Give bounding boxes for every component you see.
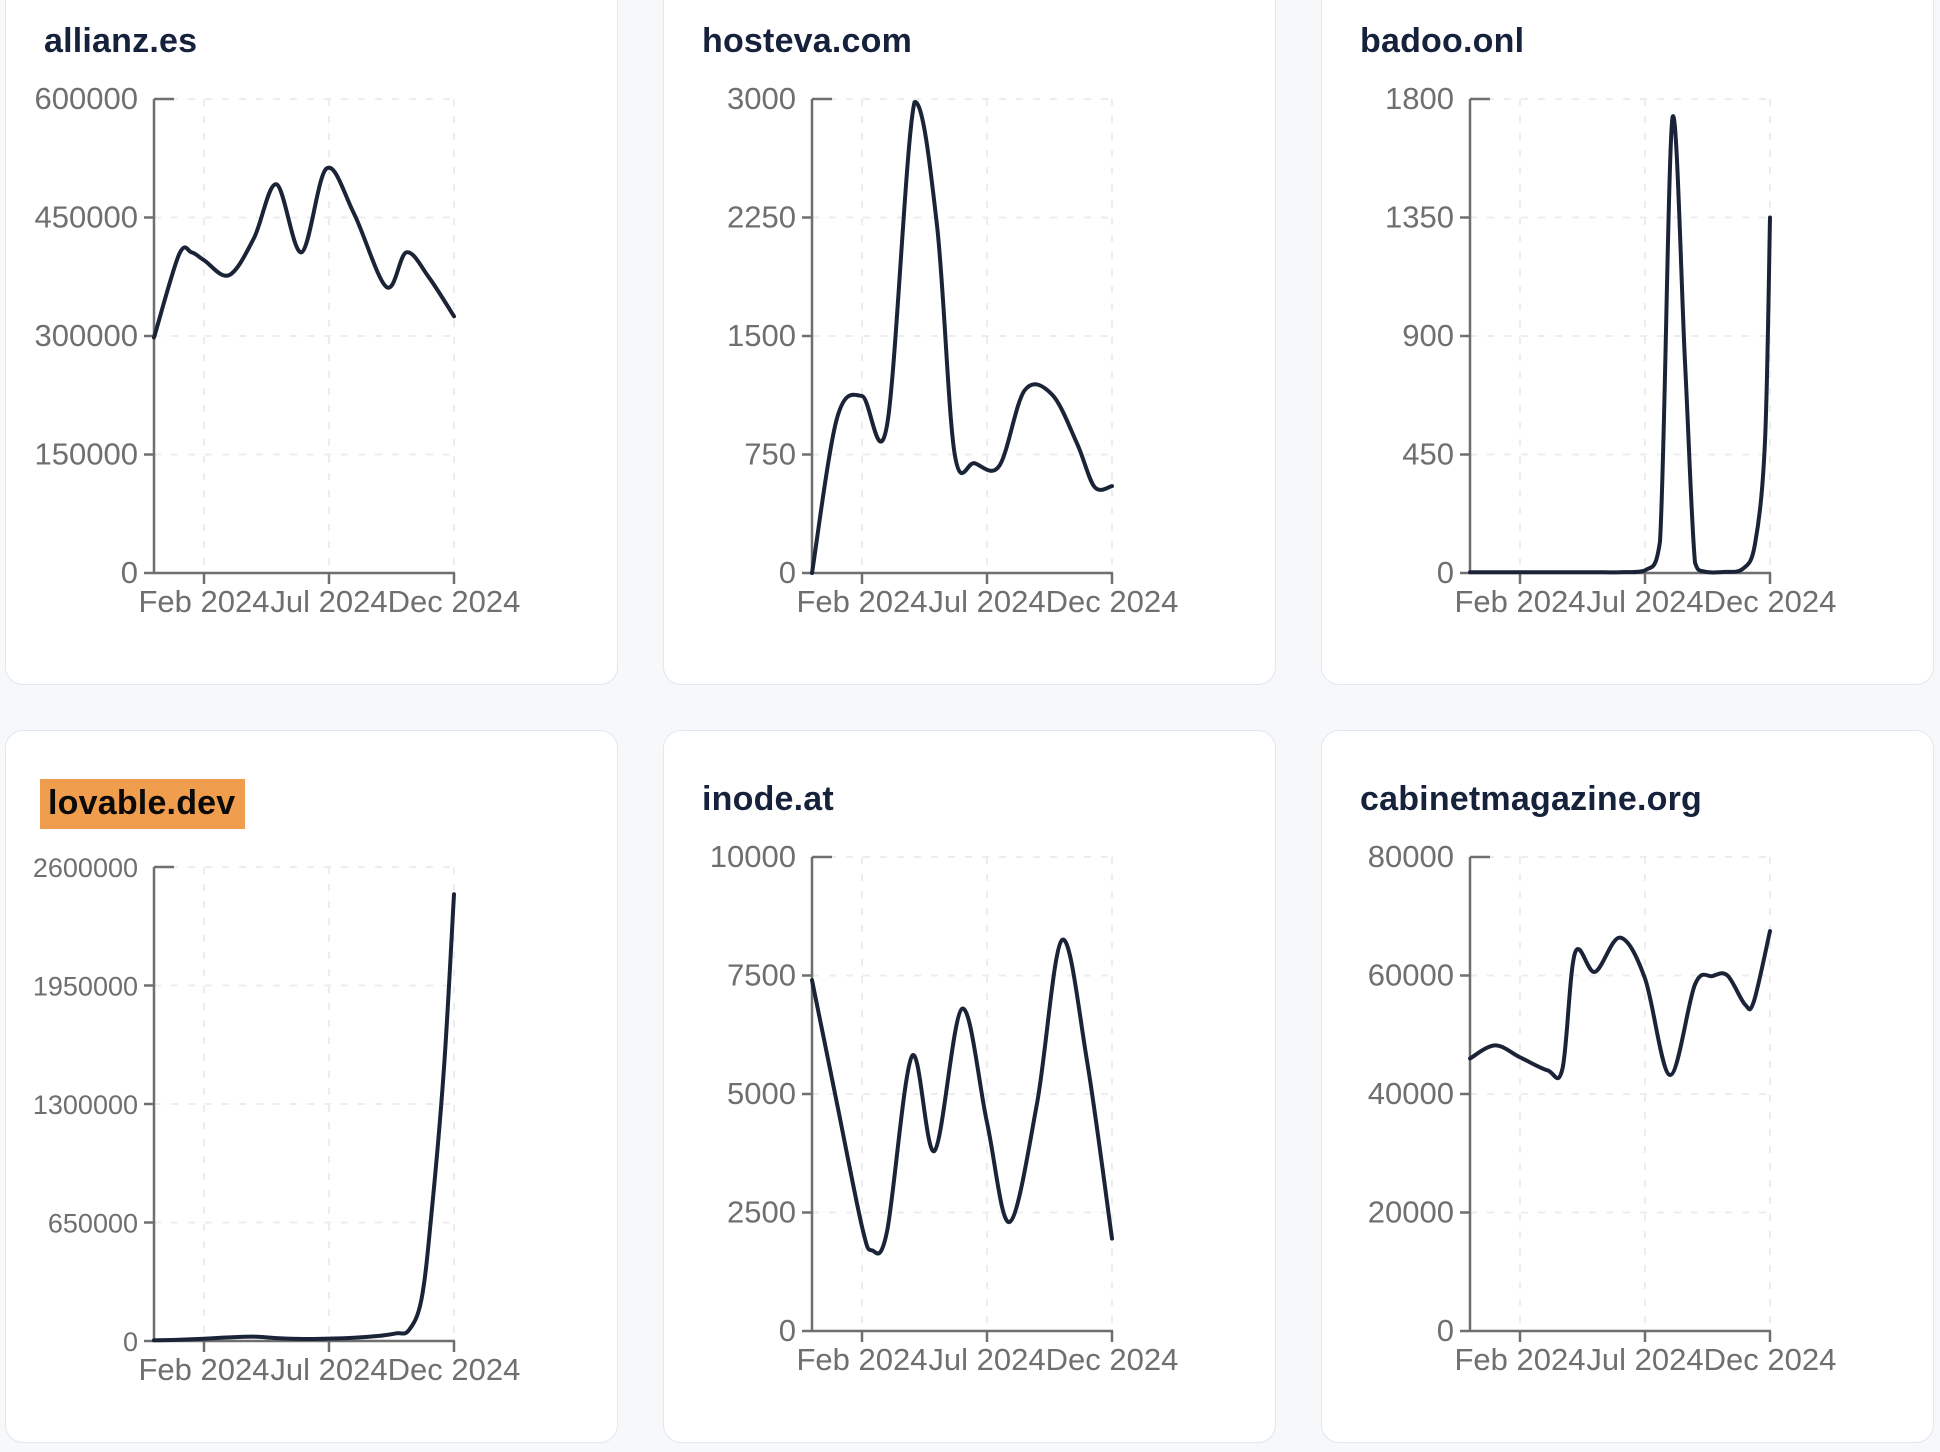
- x-tick-label: Jul 2024: [270, 584, 387, 619]
- card-title: hosteva.com: [702, 21, 1237, 61]
- y-tick-label: 450: [1402, 437, 1454, 472]
- x-tick-label: Jul 2024: [270, 1352, 387, 1387]
- x-tick-label: Feb 2024: [139, 584, 270, 619]
- traffic-chart: 0 20000 40000 60000 80000 Feb 2024 Jul 2024 Dec…: [1360, 825, 1895, 1385]
- domain-card-allianz: allianz.es 0 150000 300000 450000 600000 Feb …: [5, 0, 618, 685]
- y-tick-label: 80000: [1368, 839, 1454, 874]
- y-tick-label: 1500: [727, 318, 796, 353]
- series-line: [1468, 929, 1772, 1081]
- y-tick-label: 0: [121, 555, 138, 590]
- line-chart: 0 2500 5000 7500 10000 Feb 2024 Jul 2024 Dec 20…: [710, 839, 1179, 1377]
- y-tick-label: 0: [779, 1313, 796, 1348]
- series-line: [810, 937, 1114, 1256]
- card-title-text: allianz.es: [44, 22, 198, 60]
- y-tick-label: 450000: [35, 200, 138, 235]
- line-chart: 0 150000 300000 450000 600000 Feb 2024 Jul 202…: [35, 81, 521, 619]
- y-tick-label: 1350: [1385, 200, 1454, 235]
- y-tick-label: 2600000: [33, 853, 138, 883]
- y-tick-label: 2250: [727, 200, 796, 235]
- domain-card-lovable: lovable.dev 0 650000 1300000 1950000 2600000…: [5, 730, 618, 1443]
- y-tick-label: 0: [779, 555, 796, 590]
- traffic-chart: 0 450 900 1350 1800 Feb 2024 Jul 2024 Dec 2024: [1360, 67, 1895, 627]
- series-line: [810, 100, 1114, 575]
- y-tick-label: 0: [1437, 555, 1454, 590]
- line-chart: 0 20000 40000 60000 80000 Feb 2024 Jul 2024 Dec…: [1368, 839, 1837, 1377]
- y-tick-label: 2500: [727, 1195, 796, 1230]
- y-tick-label: 1300000: [33, 1090, 138, 1120]
- traffic-chart: 0 650000 1300000 1950000 2600000 Feb 2024 Jul …: [33, 835, 579, 1395]
- y-tick-label: 1800: [1385, 81, 1454, 116]
- x-tick-label: Dec 2024: [1704, 584, 1837, 619]
- domain-card-cabinetmagazine: cabinetmagazine.org 0 20000 40000 60000 8000…: [1321, 730, 1934, 1443]
- y-tick-label: 0: [123, 1327, 138, 1357]
- line-chart: 0 650000 1300000 1950000 2600000 Feb 2024 Jul …: [33, 853, 521, 1387]
- y-tick-label: 300000: [35, 318, 138, 353]
- card-title-text: inode.at: [702, 780, 834, 818]
- card-title: cabinetmagazine.org: [1360, 779, 1895, 819]
- x-tick-label: Jul 2024: [1586, 1342, 1703, 1377]
- domain-card-hosteva: hosteva.com 0 750 1500 2250 3000 Feb 2024 Jul …: [663, 0, 1276, 685]
- traffic-chart: 0 150000 300000 450000 600000 Feb 2024 Jul 202…: [35, 67, 579, 627]
- card-title-text-highlighted: lovable.dev: [40, 779, 246, 829]
- traffic-chart: 0 2500 5000 7500 10000 Feb 2024 Jul 2024 Dec 20…: [702, 825, 1237, 1385]
- card-title: allianz.es: [44, 21, 579, 61]
- y-tick-label: 10000: [710, 839, 796, 874]
- y-tick-label: 0: [1437, 1313, 1454, 1348]
- x-tick-label: Feb 2024: [139, 1352, 270, 1387]
- card-title: inode.at: [702, 779, 1237, 819]
- card-title-text: hosteva.com: [702, 22, 913, 60]
- card-title: badoo.onl: [1360, 21, 1895, 61]
- series-line: [1468, 114, 1772, 575]
- domain-card-inode: inode.at 0 2500 5000 7500 10000 Feb 2024 Jul 2…: [663, 730, 1276, 1443]
- y-tick-label: 40000: [1368, 1076, 1454, 1111]
- y-tick-label: 5000: [727, 1076, 796, 1111]
- y-tick-label: 20000: [1368, 1195, 1454, 1230]
- x-tick-label: Dec 2024: [388, 1352, 521, 1387]
- y-tick-label: 600000: [35, 81, 138, 116]
- line-chart: 0 450 900 1350 1800 Feb 2024 Jul 2024 Dec 2024: [1385, 81, 1837, 619]
- card-title-text: cabinetmagazine.org: [1360, 780, 1702, 818]
- y-tick-label: 3000: [727, 81, 796, 116]
- y-tick-label: 150000: [35, 437, 138, 472]
- y-tick-label: 650000: [48, 1209, 138, 1239]
- card-title: lovable.dev: [40, 779, 579, 829]
- x-tick-label: Dec 2024: [1046, 584, 1179, 619]
- y-tick-label: 60000: [1368, 958, 1454, 993]
- series-line: [152, 165, 456, 340]
- x-tick-label: Jul 2024: [928, 1342, 1045, 1377]
- y-tick-label: 7500: [727, 958, 796, 993]
- y-tick-label: 900: [1402, 318, 1454, 353]
- x-tick-label: Feb 2024: [797, 584, 928, 619]
- card-title-text: badoo.onl: [1360, 22, 1525, 60]
- x-tick-label: Jul 2024: [928, 584, 1045, 619]
- x-tick-label: Jul 2024: [1586, 584, 1703, 619]
- x-tick-label: Feb 2024: [797, 1342, 928, 1377]
- traffic-chart: 0 750 1500 2250 3000 Feb 2024 Jul 2024 Dec 2024: [702, 67, 1237, 627]
- x-tick-label: Dec 2024: [1704, 1342, 1837, 1377]
- x-tick-label: Feb 2024: [1455, 1342, 1586, 1377]
- x-tick-label: Dec 2024: [1046, 1342, 1179, 1377]
- y-tick-label: 1950000: [33, 972, 138, 1002]
- x-tick-label: Dec 2024: [388, 584, 521, 619]
- domain-card-badoo: badoo.onl 0 450 900 1350 1800 Feb 2024 Jul 202…: [1321, 0, 1934, 685]
- y-tick-label: 750: [744, 437, 796, 472]
- line-chart: 0 750 1500 2250 3000 Feb 2024 Jul 2024 Dec 2024: [727, 81, 1179, 619]
- series-line: [152, 892, 456, 1343]
- x-tick-label: Feb 2024: [1455, 584, 1586, 619]
